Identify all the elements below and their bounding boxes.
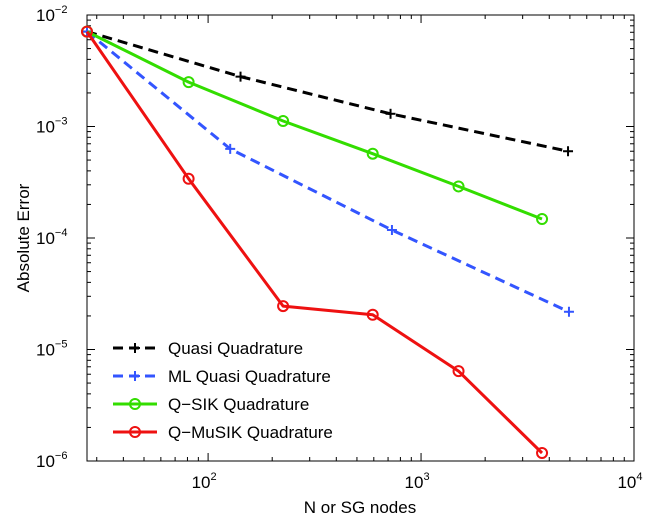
y-tick-label: 10−5	[36, 339, 67, 360]
y-tick-label: 10−3	[36, 116, 67, 137]
data-point	[81, 25, 93, 38]
data-point	[452, 180, 465, 193]
x-tick-label: 102	[192, 471, 217, 492]
series-layer	[81, 25, 574, 459]
data-point	[452, 365, 465, 378]
legend-marker	[129, 398, 141, 410]
legend: Quasi Quadrature ML Quasi Quadrature Q−SIK…	[113, 339, 333, 442]
legend-label: ML Quasi Quadrature	[168, 367, 331, 386]
x-tick-label: 103	[405, 471, 430, 492]
legend-label: Quasi Quadrature	[168, 339, 303, 358]
data-point	[182, 172, 195, 185]
axis-ticks: 102 103 104 10−6 10−5 10−4 10−3 10−2	[36, 4, 643, 492]
legend-label: Q−SIK Quadrature	[168, 395, 309, 414]
data-point	[366, 308, 379, 321]
series-line	[86, 30, 543, 221]
data-point	[536, 213, 549, 226]
data-point	[536, 446, 549, 459]
y-tick-label: 10−2	[36, 4, 67, 25]
series-line	[86, 30, 569, 153]
data-point	[366, 147, 379, 160]
y-tick-label: 10−6	[36, 450, 67, 471]
x-axis-label: N or SG nodes	[304, 498, 416, 517]
y-tick-label: 10−4	[36, 227, 67, 248]
x-tick-label: 104	[617, 471, 642, 492]
data-point	[277, 300, 290, 313]
legend-marker	[129, 426, 141, 438]
series-line	[86, 30, 570, 314]
series-line	[85, 30, 544, 455]
data-point	[277, 115, 290, 128]
y-axis-label: Absolute Error	[14, 183, 33, 292]
series-3	[81, 25, 549, 459]
plot-area	[86, 14, 635, 462]
legend-label: Q−MuSIK Quadrature	[168, 423, 333, 442]
data-point	[182, 76, 195, 89]
